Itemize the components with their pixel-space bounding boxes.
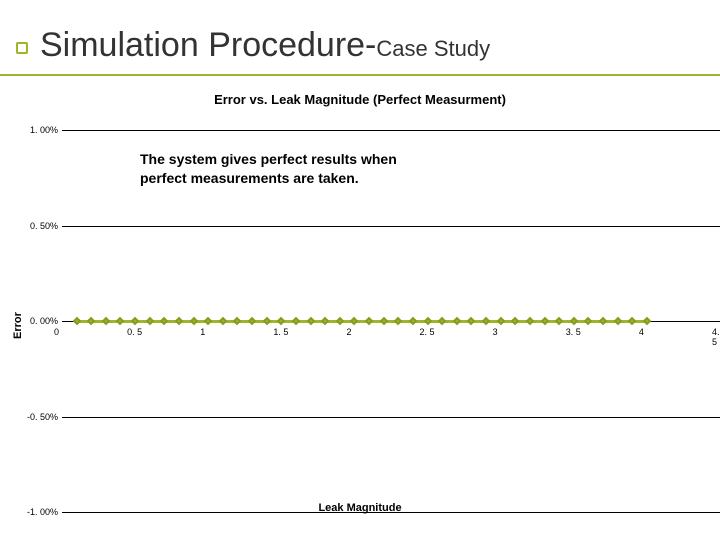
- gridline-horizontal: [62, 417, 720, 418]
- chart-title: Error vs. Leak Magnitude (Perfect Measur…: [0, 92, 720, 107]
- chart-data-marker: [102, 317, 110, 325]
- gridline-horizontal: [62, 130, 720, 131]
- gridline-horizontal: [62, 226, 720, 227]
- x-tick-label: 3. 5: [566, 327, 581, 337]
- x-tick-label: 1: [200, 327, 205, 337]
- chart-data-marker: [482, 317, 490, 325]
- chart-data-marker: [321, 317, 329, 325]
- slide-title-sub: Case Study: [376, 36, 490, 61]
- chart-plot-area: [62, 130, 720, 512]
- chart-data-marker: [204, 317, 212, 325]
- y-tick-label: 0. 50%: [30, 221, 58, 231]
- chart-data-marker: [262, 317, 270, 325]
- chart-data-marker: [628, 317, 636, 325]
- chart-data-marker: [394, 317, 402, 325]
- y-tick-label: -1. 00%: [27, 507, 58, 517]
- chart-data-marker: [423, 317, 431, 325]
- chart-data-marker: [511, 317, 519, 325]
- y-tick-label: 0. 00%: [30, 316, 58, 326]
- x-tick-label: 4: [639, 327, 644, 337]
- chart-data-marker: [409, 317, 417, 325]
- chart-data-marker: [145, 317, 153, 325]
- x-tick-label: 0. 5: [127, 327, 142, 337]
- chart-data-marker: [306, 317, 314, 325]
- x-tick-label: 0: [54, 327, 59, 337]
- x-tick-label: 3: [493, 327, 498, 337]
- chart-data-marker: [438, 317, 446, 325]
- chart-data-marker: [540, 317, 548, 325]
- slide-title-main: Simulation Procedure-: [40, 26, 376, 64]
- gridline-horizontal: [62, 512, 720, 513]
- chart-data-marker: [584, 317, 592, 325]
- chart-data-marker: [233, 317, 241, 325]
- chart-data-marker: [365, 317, 373, 325]
- chart-data-marker: [467, 317, 475, 325]
- chart-data-marker: [248, 317, 256, 325]
- chart-data-marker: [555, 317, 563, 325]
- y-tick-label: 1. 00%: [30, 125, 58, 135]
- chart-data-marker: [175, 317, 183, 325]
- chart-data-marker: [336, 317, 344, 325]
- slide-title: Simulation Procedure-Case Study: [40, 26, 490, 65]
- chart-data-marker: [277, 317, 285, 325]
- chart-data-marker: [72, 317, 80, 325]
- chart-data-marker: [496, 317, 504, 325]
- chart-data-marker: [131, 317, 139, 325]
- chart-data-marker: [379, 317, 387, 325]
- y-axis-label: Error: [12, 312, 24, 339]
- title-bullet: [16, 42, 28, 54]
- chart-data-marker: [643, 317, 651, 325]
- chart-data-marker: [599, 317, 607, 325]
- chart-data-marker: [219, 317, 227, 325]
- x-tick-label: 2. 5: [420, 327, 435, 337]
- x-tick-label: 1. 5: [273, 327, 288, 337]
- chart-data-marker: [160, 317, 168, 325]
- chart-data-marker: [292, 317, 300, 325]
- chart-data-marker: [453, 317, 461, 325]
- chart-data-marker: [87, 317, 95, 325]
- chart-data-marker: [570, 317, 578, 325]
- y-tick-label: -0. 50%: [27, 412, 58, 422]
- chart-data-marker: [116, 317, 124, 325]
- x-tick-label: 2: [346, 327, 351, 337]
- chart-data-marker: [350, 317, 358, 325]
- title-underline: [0, 74, 720, 76]
- chart-data-marker: [613, 317, 621, 325]
- x-tick-label: 4. 5: [712, 327, 720, 347]
- chart-data-marker: [189, 317, 197, 325]
- chart-data-marker: [526, 317, 534, 325]
